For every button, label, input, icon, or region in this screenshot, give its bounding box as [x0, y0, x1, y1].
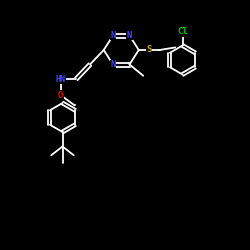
Text: N: N: [110, 60, 116, 69]
Text: O: O: [58, 91, 64, 100]
Text: Cl: Cl: [177, 27, 188, 36]
Text: S: S: [146, 46, 152, 54]
Text: HN: HN: [56, 74, 66, 84]
Text: N: N: [110, 31, 116, 40]
Text: N: N: [127, 31, 132, 40]
